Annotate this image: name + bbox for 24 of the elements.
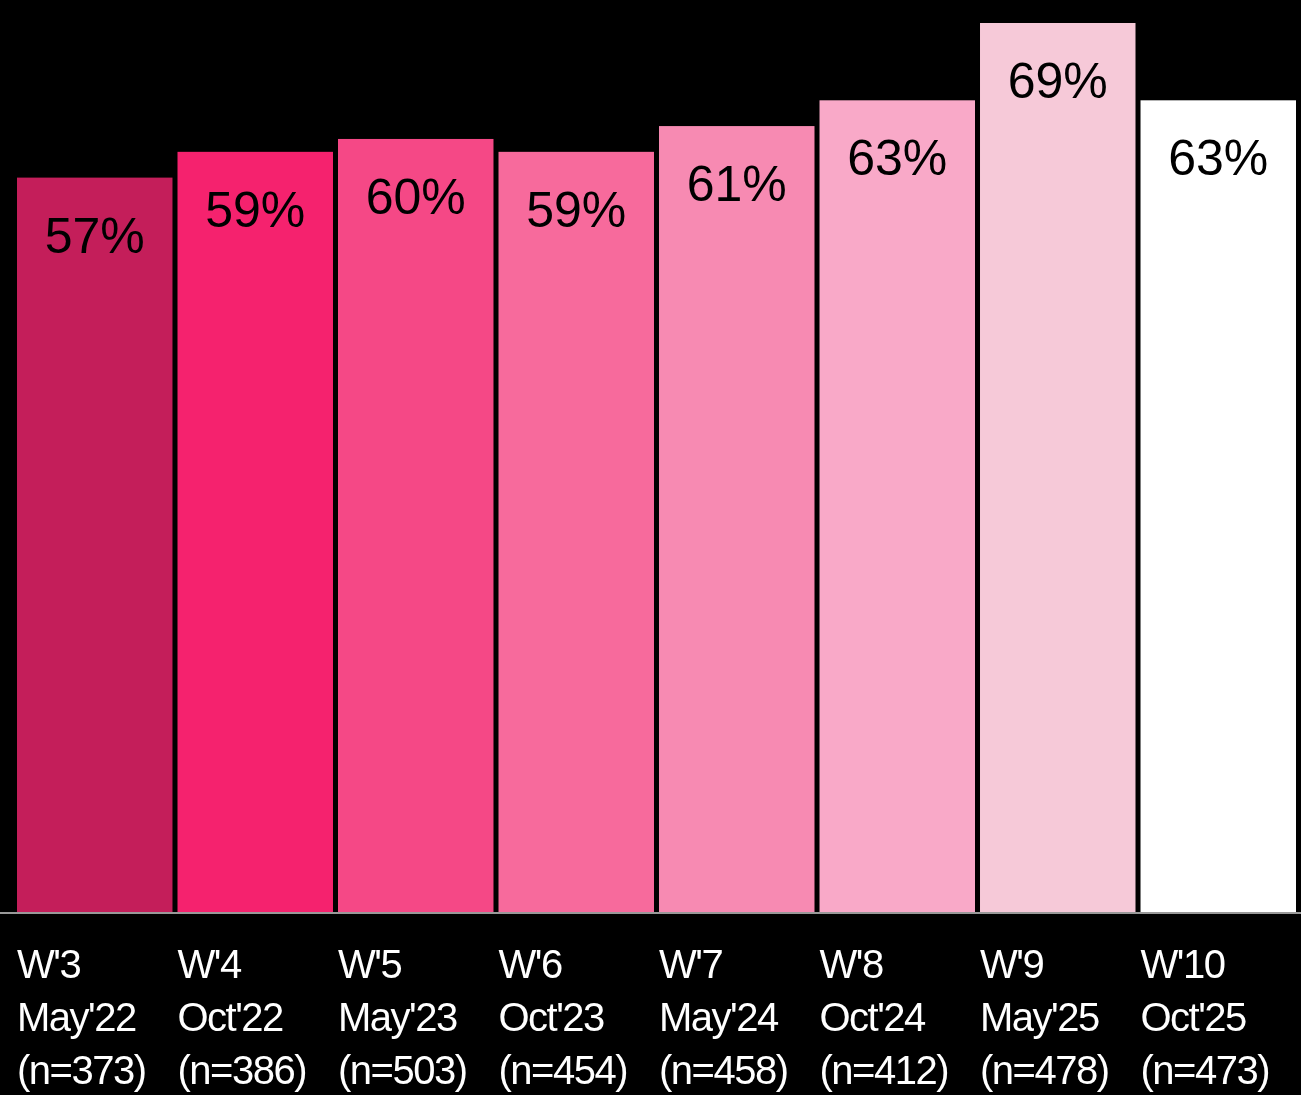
data-label: 59% (526, 181, 627, 238)
data-label: 61% (686, 156, 787, 213)
data-label: 57% (44, 207, 145, 264)
data-label: 69% (1007, 53, 1108, 109)
x-tick-label: W'3 May'22 (n=373) (17, 942, 146, 1092)
data-label: 60% (365, 168, 466, 225)
bar (980, 23, 1136, 912)
bar (177, 151, 333, 912)
bar (17, 177, 173, 912)
x-tick-label: W'5 May'23 (n=503) (338, 942, 467, 1092)
bar (498, 151, 654, 912)
x-tick-label: W'4 Oct'22 (n=386) (177, 942, 306, 1092)
data-label: 59% (205, 181, 306, 238)
x-tick-label: W'9 May'25 (n=478) (980, 942, 1109, 1092)
x-tick-label: W'10 Oct'25 (n=473) (1140, 942, 1269, 1092)
bar (338, 138, 494, 912)
bar (659, 126, 815, 912)
data-label: 63% (1168, 130, 1269, 187)
bar (819, 100, 975, 912)
data-label: 63% (847, 130, 948, 187)
x-tick-label: W'7 May'24 (n=458) (659, 942, 788, 1092)
bar (1140, 100, 1296, 912)
x-tick-label: W'6 Oct'23 (n=454) (498, 942, 627, 1092)
x-tick-label: W'8 Oct'24 (n=412) (819, 942, 948, 1092)
